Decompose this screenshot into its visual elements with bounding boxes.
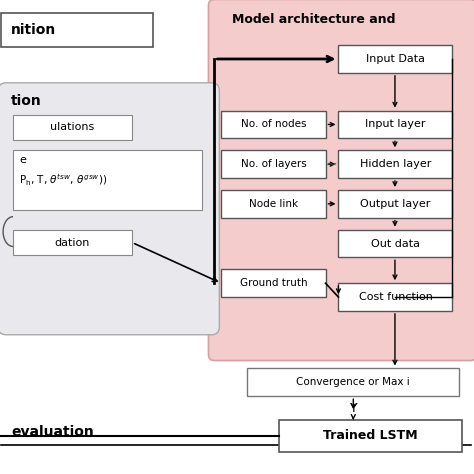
Text: No. of layers: No. of layers [241,159,306,169]
FancyBboxPatch shape [0,83,219,335]
FancyBboxPatch shape [338,190,453,218]
FancyBboxPatch shape [247,368,459,396]
Text: Out data: Out data [371,238,420,248]
Text: Y: Y [349,401,357,415]
FancyBboxPatch shape [209,0,474,361]
Text: evaluation: evaluation [11,425,94,439]
Text: Input Data: Input Data [366,54,425,64]
Text: ∼: ∼ [326,157,337,171]
Text: Hidden layer: Hidden layer [360,159,431,169]
Text: Ground truth: Ground truth [240,278,307,288]
Text: $\mathrm{P_h}$, T, $\theta^{tsw}$, $\theta^{gsw}$)): $\mathrm{P_h}$, T, $\theta^{tsw}$, $\the… [19,173,107,188]
FancyBboxPatch shape [221,110,326,138]
Text: No. of nodes: No. of nodes [241,119,306,129]
Text: dation: dation [55,237,90,247]
FancyBboxPatch shape [338,110,453,138]
FancyBboxPatch shape [13,229,132,255]
Text: Model architecture and: Model architecture and [232,13,395,26]
Text: Node link: Node link [249,199,298,209]
FancyBboxPatch shape [338,283,453,311]
Text: Output layer: Output layer [360,199,431,209]
FancyBboxPatch shape [338,45,453,73]
Text: Trained LSTM: Trained LSTM [323,429,418,442]
FancyBboxPatch shape [221,150,326,178]
FancyBboxPatch shape [221,190,326,218]
Text: ulations: ulations [50,122,95,132]
Text: tion: tion [11,94,42,108]
FancyBboxPatch shape [279,420,463,452]
FancyBboxPatch shape [338,229,453,257]
Text: nition: nition [11,23,56,37]
Text: e: e [19,155,26,165]
FancyBboxPatch shape [221,269,326,297]
FancyBboxPatch shape [13,150,201,210]
Text: Input layer: Input layer [365,119,426,129]
Text: Cost function: Cost function [358,292,432,302]
FancyBboxPatch shape [1,13,153,47]
FancyBboxPatch shape [13,115,132,140]
Text: Convergence or Max i: Convergence or Max i [296,377,410,387]
FancyBboxPatch shape [338,150,453,178]
